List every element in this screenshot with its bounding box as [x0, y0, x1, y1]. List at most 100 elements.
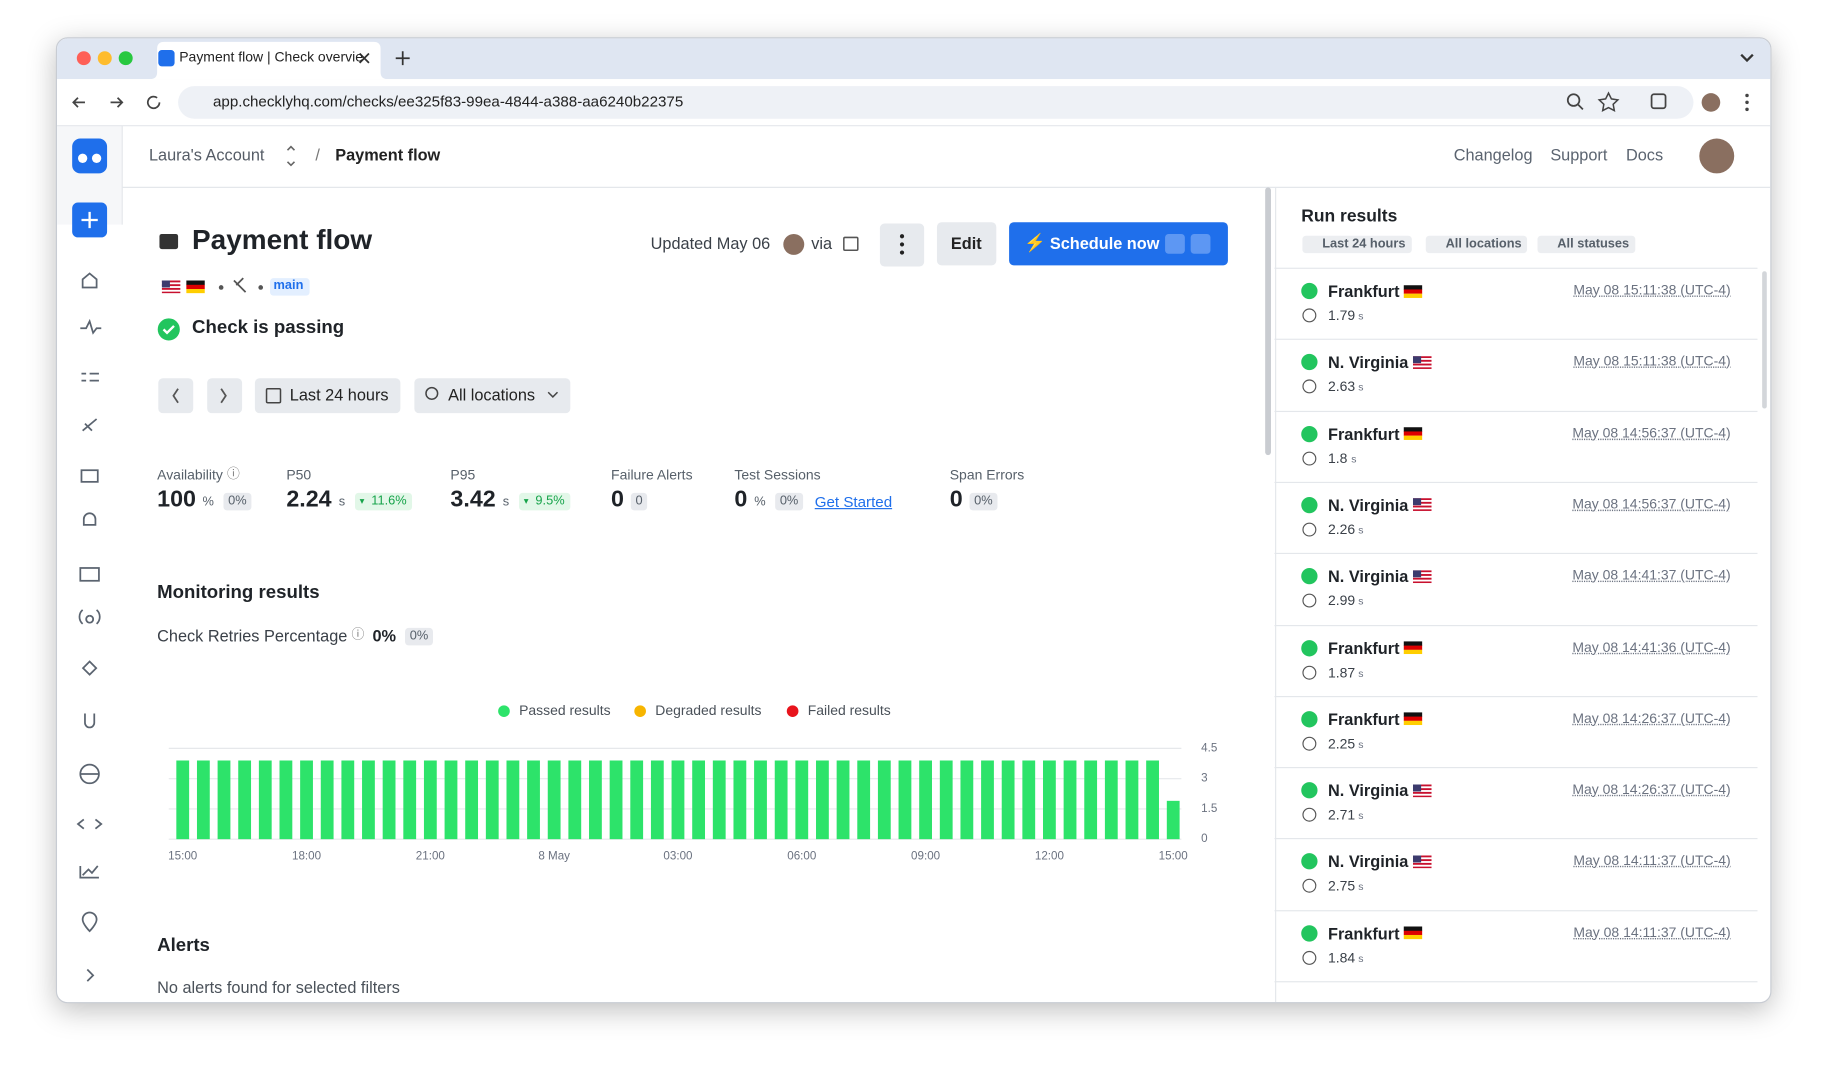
flag-icon — [1403, 641, 1423, 655]
duration-unit: s — [1358, 738, 1364, 750]
row-divider — [1274, 909, 1758, 911]
bar — [939, 760, 953, 840]
duration-value: 2.26 — [1328, 521, 1356, 538]
stat-value: 0 — [949, 486, 963, 513]
y-tick-label: 0 — [1201, 832, 1208, 845]
edit-button[interactable] — [936, 222, 997, 266]
bar — [1166, 800, 1180, 840]
duration-unit: s — [1358, 595, 1364, 608]
bar — [1001, 760, 1015, 840]
shortcut-key — [1165, 233, 1185, 254]
bar — [589, 760, 602, 840]
x-tick-label: 18:00 — [292, 850, 322, 863]
legend-label: Failed results — [808, 702, 891, 718]
bar — [217, 760, 231, 840]
stat-delta: 0% — [223, 492, 252, 511]
run-time[interactable]: May 08 14:11:37 (UTC-4) — [1573, 852, 1731, 869]
pass-icon — [1301, 710, 1318, 728]
branch-tag — [270, 278, 310, 296]
flag-icon — [1403, 926, 1423, 940]
locations-filter[interactable]: All locations — [448, 385, 536, 404]
location-name[interactable]: Frankfurt — [1328, 923, 1400, 943]
trend-arrow: ▾ — [359, 495, 365, 507]
run-time[interactable]: May 08 14:11:37 (UTC-4) — [1573, 923, 1731, 941]
header-link[interactable]: Docs — [1625, 145, 1664, 165]
clock-icon — [1302, 593, 1317, 608]
stat-delta: 0 — [630, 492, 648, 511]
section-title: Alerts — [157, 935, 210, 956]
pass-icon — [1301, 924, 1318, 942]
tab-title[interactable]: Payment flow | Check overvie — [179, 48, 363, 66]
row-divider — [1274, 481, 1758, 483]
breadcrumb-account[interactable]: Laura's Account — [148, 145, 265, 165]
duration-value: 1.87 — [1328, 664, 1356, 681]
stat-delta: 11.6% — [354, 492, 413, 511]
run-time[interactable]: May 08 14:56:37 (UTC-4) — [1572, 424, 1731, 441]
edit-label: Edit — [950, 233, 982, 253]
header-link[interactable]: Support — [1550, 145, 1608, 165]
stat-unit: s — [338, 495, 346, 510]
y-tick-label: 1.5 — [1201, 802, 1217, 815]
run-time[interactable]: May 08 14:26:37 (UTC-4) — [1572, 709, 1731, 727]
run-time[interactable]: May 08 14:26:37 (UTC-4) — [1572, 781, 1731, 798]
location-name[interactable]: Frankfurt — [1328, 638, 1400, 658]
address-bar[interactable]: app.checklyhq.com/checks/ee325f83-99ea-4… — [212, 92, 684, 110]
run-time[interactable]: May 08 15:11:38 (UTC-4) — [1573, 281, 1731, 298]
x-tick-label: 15:00 — [1159, 850, 1189, 863]
pass-icon — [1301, 354, 1318, 371]
panel-title: Run results — [1301, 206, 1398, 227]
status-label: Check is passing — [192, 317, 345, 338]
pass-icon — [1301, 282, 1318, 300]
bar — [919, 760, 932, 840]
range-filter[interactable]: Last 24 hours — [289, 385, 389, 404]
x-tick-label: 06:00 — [787, 850, 817, 863]
location-name[interactable]: Frankfurt — [1328, 281, 1400, 301]
filter-chip[interactable]: Last 24 hours — [1302, 235, 1412, 254]
clock-icon — [1302, 522, 1317, 537]
run-time[interactable]: May 08 14:41:37 (UTC-4) — [1572, 567, 1731, 584]
bar — [712, 760, 726, 840]
pass-icon — [1301, 425, 1318, 442]
duration-unit: s — [1358, 809, 1364, 822]
location-name[interactable]: N. Virginia — [1328, 781, 1409, 800]
bar — [485, 760, 499, 840]
legend-marker — [634, 705, 646, 717]
header-link[interactable]: Changelog — [1453, 145, 1533, 165]
flag-icon — [1412, 355, 1432, 369]
get-started-link[interactable]: Get Started — [814, 492, 893, 511]
filter-chip[interactable]: All statuses — [1537, 235, 1635, 254]
bar — [341, 760, 355, 840]
bar — [196, 760, 210, 840]
bar — [1146, 760, 1159, 840]
run-time[interactable]: May 08 14:56:37 (UTC-4) — [1572, 495, 1731, 512]
bar — [444, 760, 458, 840]
location-name[interactable]: N. Virginia — [1328, 353, 1409, 372]
via-label: via — [811, 233, 833, 253]
bar — [1022, 760, 1036, 840]
flag-icon — [1412, 569, 1432, 583]
clock-icon — [1302, 451, 1317, 466]
location-name[interactable]: N. Virginia — [1328, 567, 1409, 586]
flag-icon — [1412, 783, 1432, 797]
schedule-label: Schedule now — [1049, 233, 1160, 253]
stat-value: 0 — [734, 486, 748, 513]
bar — [238, 760, 252, 840]
bar — [279, 760, 293, 840]
filter-chip[interactable]: All locations — [1425, 235, 1528, 254]
run-time[interactable]: May 08 15:11:38 (UTC-4) — [1573, 353, 1731, 370]
legend-marker — [498, 705, 510, 717]
location-name[interactable]: Frankfurt — [1328, 424, 1400, 443]
bar — [754, 760, 767, 840]
location-name[interactable]: N. Virginia — [1328, 495, 1409, 515]
location-name[interactable]: N. Virginia — [1328, 852, 1409, 872]
stat-label: Span Errors — [949, 466, 1025, 484]
bar — [362, 760, 375, 840]
location-name[interactable]: Frankfurt — [1328, 709, 1400, 729]
row-divider — [1274, 981, 1758, 983]
row-divider — [1274, 410, 1758, 412]
run-time[interactable]: May 08 14:41:36 (UTC-4) — [1572, 638, 1731, 655]
duration-value: 1.84 — [1328, 949, 1356, 966]
row-divider — [1274, 339, 1758, 341]
